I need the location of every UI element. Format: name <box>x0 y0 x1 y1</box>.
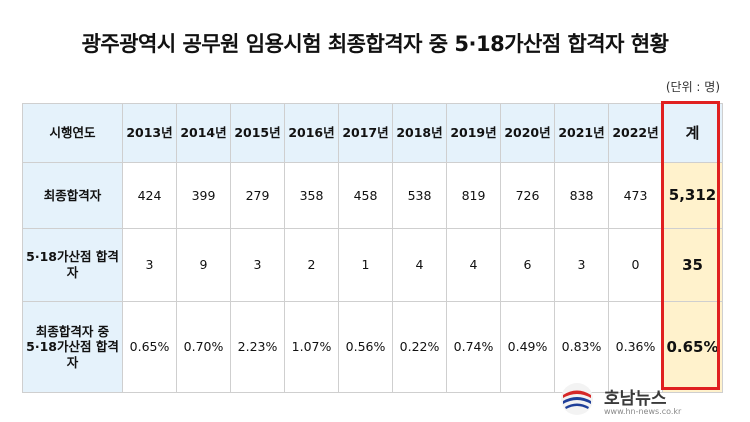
table-cell: 0.56% <box>338 301 393 393</box>
news-logo: 호남뉴스 www.hn-news.co.kr <box>560 378 750 422</box>
table-cell: 2 <box>284 228 339 302</box>
total-cell: 5,312 <box>662 162 723 229</box>
table-cell: 4 <box>446 228 501 302</box>
table-cell: 6 <box>500 228 555 302</box>
corner-header: 시행연도 <box>22 103 123 163</box>
table-header-row: 시행연도 2013년 2014년 2015년 2016년 2017년 2018년… <box>22 103 723 163</box>
table-cell: 0.22% <box>392 301 447 393</box>
year-header: 2019년 <box>446 103 501 163</box>
year-header: 2017년 <box>338 103 393 163</box>
stats-table: 시행연도 2013년 2014년 2015년 2016년 2017년 2018년… <box>22 103 723 393</box>
row-header: 5·18가산점 합격자 <box>22 228 123 302</box>
total-cell: 35 <box>662 228 723 302</box>
table-cell: 1.07% <box>284 301 339 393</box>
table-cell: 0.36% <box>608 301 663 393</box>
logo-mark-icon <box>561 383 593 415</box>
table-row: 5·18가산점 합격자 3 9 3 2 1 4 4 6 3 0 35 <box>22 228 723 302</box>
year-header: 2015년 <box>230 103 285 163</box>
logo-name: 호남뉴스 <box>604 389 667 409</box>
year-header: 2016년 <box>284 103 339 163</box>
table-cell: 0 <box>608 228 663 302</box>
total-cell: 0.65% <box>662 301 723 393</box>
table-cell: 4 <box>392 228 447 302</box>
table-cell: 424 <box>122 162 177 229</box>
table-cell: 819 <box>446 162 501 229</box>
table-cell: 0.65% <box>122 301 177 393</box>
table-cell: 0.49% <box>500 301 555 393</box>
table-cell: 9 <box>176 228 231 302</box>
total-header: 계 <box>662 103 723 163</box>
year-header: 2013년 <box>122 103 177 163</box>
year-header: 2014년 <box>176 103 231 163</box>
table-cell: 0.74% <box>446 301 501 393</box>
row-header: 최종합격자 중 5·18가산점 합격자 <box>22 301 123 393</box>
table-cell: 458 <box>338 162 393 229</box>
table-cell: 3 <box>122 228 177 302</box>
table-cell: 2.23% <box>230 301 285 393</box>
year-header: 2020년 <box>500 103 555 163</box>
row-header: 최종합격자 <box>22 162 123 229</box>
logo-url: www.hn-news.co.kr <box>604 407 682 416</box>
unit-note: (단위 : 명) <box>665 80 720 94</box>
table-cell: 279 <box>230 162 285 229</box>
year-header: 2021년 <box>554 103 609 163</box>
table-cell: 3 <box>230 228 285 302</box>
table-cell: 726 <box>500 162 555 229</box>
table-cell: 0.70% <box>176 301 231 393</box>
table-row: 최종합격자 424 399 279 358 458 538 819 726 83… <box>22 162 723 229</box>
table-cell: 1 <box>338 228 393 302</box>
table-cell: 538 <box>392 162 447 229</box>
table-cell: 358 <box>284 162 339 229</box>
table-cell: 399 <box>176 162 231 229</box>
year-header: 2022년 <box>608 103 663 163</box>
table-cell: 838 <box>554 162 609 229</box>
table-row: 최종합격자 중 5·18가산점 합격자 0.65% 0.70% 2.23% 1.… <box>22 301 723 393</box>
page-title: 광주광역시 공무원 임용시험 최종합격자 중 5·18가산점 합격자 현황 <box>81 32 669 56</box>
table-cell: 3 <box>554 228 609 302</box>
table-cell: 473 <box>608 162 663 229</box>
table-cell: 0.83% <box>554 301 609 393</box>
year-header: 2018년 <box>392 103 447 163</box>
